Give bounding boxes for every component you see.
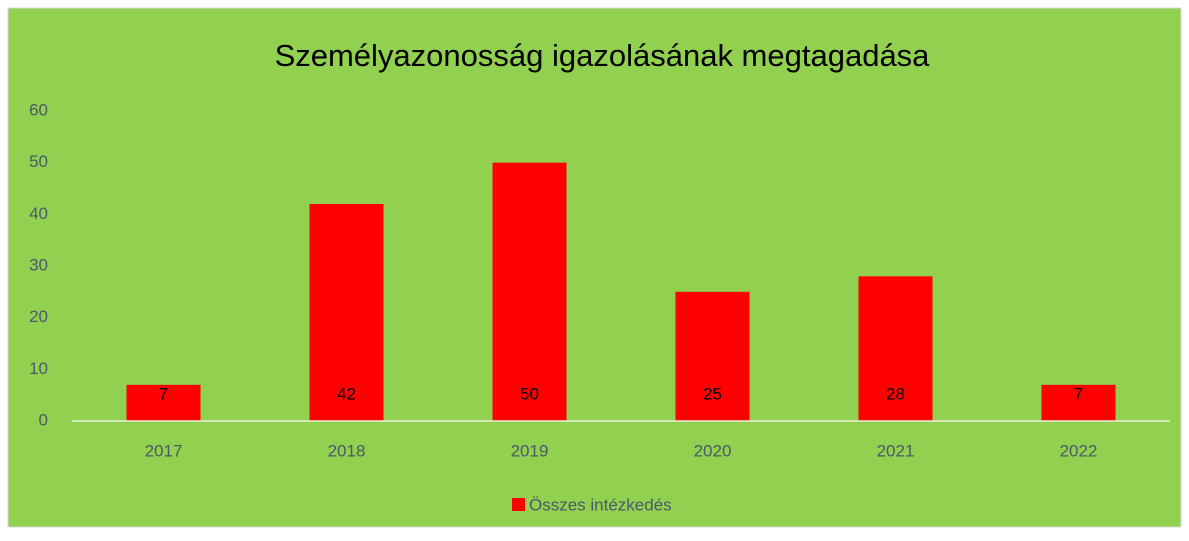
bar [675, 291, 750, 421]
legend-label: Összes intézkedés [529, 495, 672, 514]
data-label: 42 [337, 384, 356, 403]
data-label: 7 [1074, 384, 1083, 403]
x-tick-label: 2020 [694, 441, 732, 460]
bar [1041, 384, 1116, 421]
y-tick-label: 60 [29, 100, 48, 119]
bar [126, 384, 201, 421]
chart-title: Személyazonosság igazolásának megtagadás… [275, 38, 931, 73]
y-tick-label: 40 [29, 204, 48, 223]
bar [309, 204, 384, 421]
y-tick-label: 50 [29, 152, 48, 171]
x-tick-label: 2019 [511, 441, 549, 460]
x-tick-label: 2021 [877, 441, 915, 460]
data-label: 7 [159, 384, 168, 403]
data-label: 50 [520, 384, 539, 403]
x-tick-label: 2018 [328, 441, 366, 460]
legend-swatch [512, 498, 525, 511]
y-tick-label: 20 [29, 307, 48, 326]
x-tick-label: 2022 [1060, 441, 1098, 460]
y-tick-label: 10 [29, 359, 48, 378]
y-tick-label: 30 [29, 255, 48, 274]
data-label: 25 [703, 384, 722, 403]
data-label: 28 [886, 384, 905, 403]
bar [492, 162, 567, 421]
y-tick-label: 0 [39, 410, 48, 429]
bar [858, 276, 933, 421]
x-tick-label: 2017 [145, 441, 183, 460]
chart-background [7, 7, 1182, 528]
